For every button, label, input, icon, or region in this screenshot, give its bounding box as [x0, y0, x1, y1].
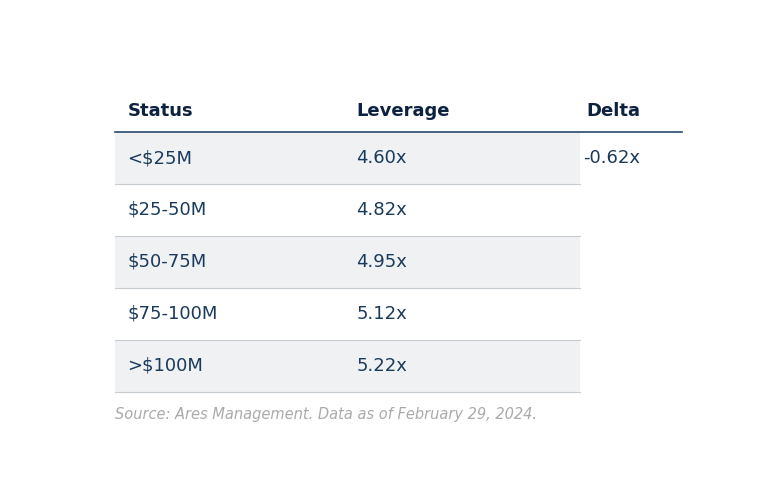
- Text: $75-100M: $75-100M: [128, 305, 218, 323]
- FancyBboxPatch shape: [115, 340, 580, 392]
- Text: Leverage: Leverage: [356, 102, 450, 120]
- Text: Status: Status: [128, 102, 193, 120]
- FancyBboxPatch shape: [115, 236, 580, 288]
- Text: >$100M: >$100M: [128, 357, 203, 375]
- Text: 4.95x: 4.95x: [356, 253, 408, 271]
- Text: $25-50M: $25-50M: [128, 201, 207, 219]
- Text: 4.60x: 4.60x: [356, 149, 407, 167]
- Text: Source: Ares Management. Data as of February 29, 2024.: Source: Ares Management. Data as of Febr…: [115, 407, 538, 422]
- Text: Delta: Delta: [586, 102, 640, 120]
- Text: <$25M: <$25M: [128, 149, 192, 167]
- Text: -0.62x: -0.62x: [583, 149, 640, 167]
- Text: 5.22x: 5.22x: [356, 357, 408, 375]
- Text: 5.12x: 5.12x: [356, 305, 407, 323]
- FancyBboxPatch shape: [115, 132, 580, 184]
- Text: 4.82x: 4.82x: [356, 201, 407, 219]
- Text: $50-75M: $50-75M: [128, 253, 207, 271]
